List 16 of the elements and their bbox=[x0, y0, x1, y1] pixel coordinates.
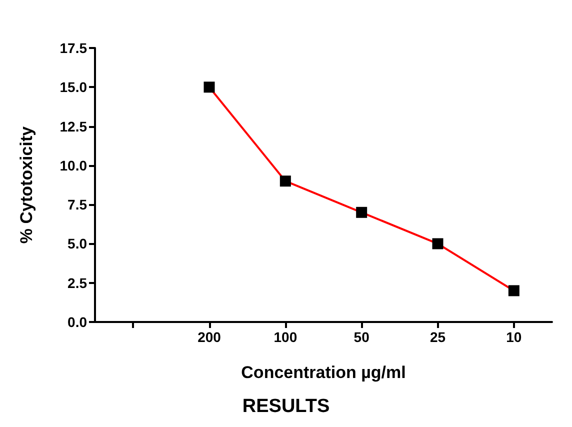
x-tick-label: 200 bbox=[198, 329, 222, 345]
x-tick-label: 25 bbox=[430, 329, 446, 345]
y-tick-label: 10.0 bbox=[60, 157, 88, 174]
text: RESULTS bbox=[242, 396, 330, 417]
y-tick-label: 2.5 bbox=[68, 274, 88, 291]
y-tick-label: 17.5 bbox=[60, 40, 88, 56]
y-tick-label: 15.0 bbox=[60, 79, 88, 96]
y-tick-label: 12.5 bbox=[60, 118, 88, 134]
y-tick-label: 7.5 bbox=[68, 196, 88, 213]
x-tick-label: 100 bbox=[274, 329, 298, 345]
y-tick-label: 5.0 bbox=[68, 236, 88, 252]
x-axis-title: Concentration µg/ml bbox=[241, 363, 406, 382]
x-tick-label: 10 bbox=[506, 329, 522, 345]
x-tick-label: 50 bbox=[354, 329, 370, 345]
y-tick-label: 0.0 bbox=[68, 314, 88, 330]
y-axis-title: % Cytotoxicity bbox=[17, 126, 36, 244]
